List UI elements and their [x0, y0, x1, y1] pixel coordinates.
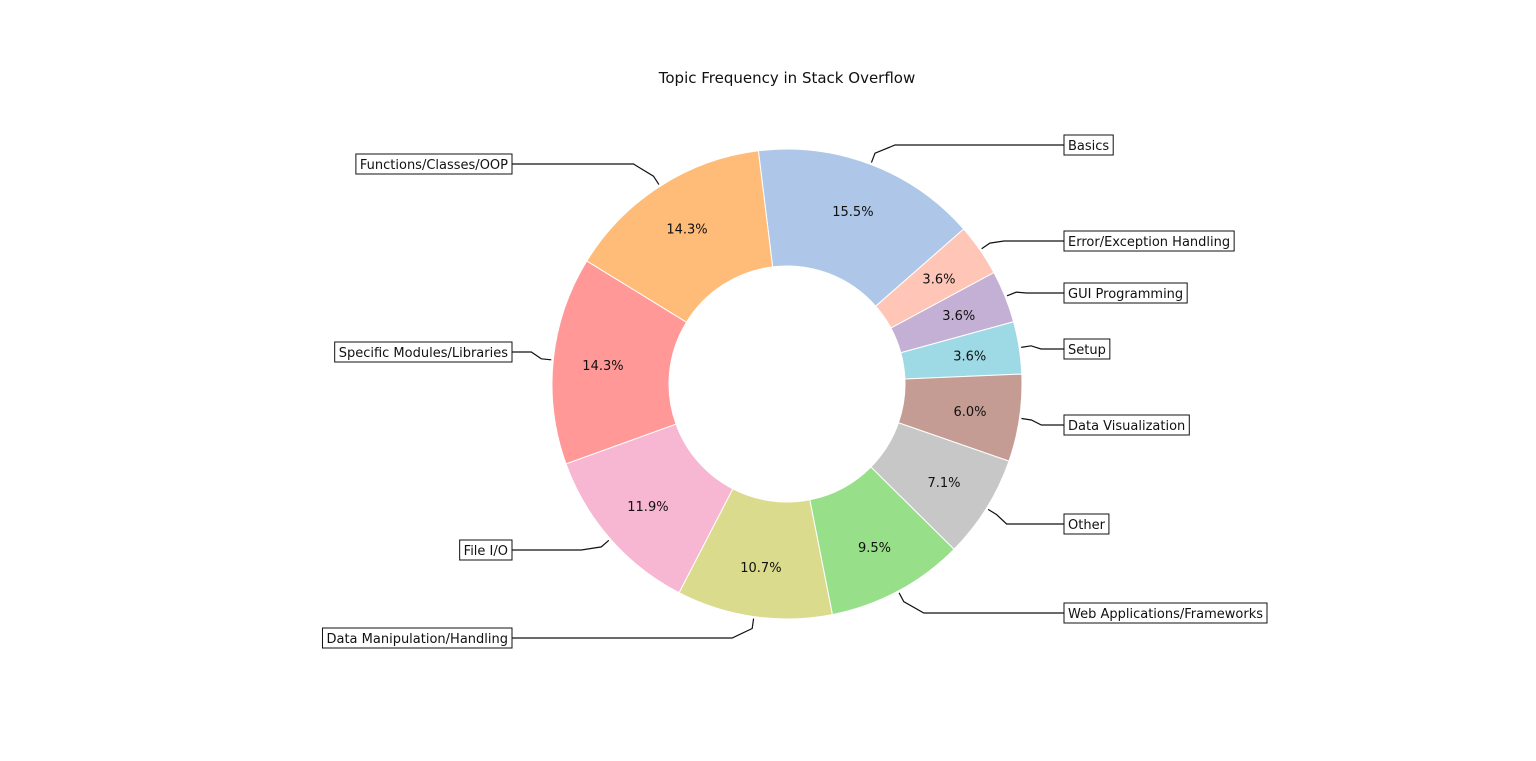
leader-line-specific-modules-libraries [512, 351, 552, 361]
slices-group [551, 148, 1023, 620]
slice-functions-classes-oop[interactable] [586, 150, 774, 323]
percent-label-basics: 15.5% [832, 205, 873, 220]
category-label-setup: Setup [1063, 338, 1111, 360]
percent-label-web-applications-frameworks: 9.5% [858, 541, 891, 556]
category-label-web-applications-frameworks: Web Applications/Frameworks [1063, 602, 1268, 624]
percent-label-other: 7.1% [927, 476, 960, 491]
percent-label-error-exception-handling: 3.6% [922, 272, 955, 287]
category-labels-group: Basics Error/Exception Handling GUI Progra… [321, 134, 1268, 649]
category-label-file-i-o: File I/O [459, 539, 513, 561]
category-label-error-exception-handling: Error/Exception Handling [1063, 230, 1235, 252]
category-label-functions-classes-oop: Functions/Classes/OOP [355, 153, 513, 175]
leader-line-other [987, 508, 1064, 525]
percent-label-file-i-o: 11.9% [627, 500, 668, 515]
leader-line-functions-classes-oop [512, 163, 660, 185]
leader-line-basics [870, 144, 1064, 163]
percent-label-data-visualization: 6.0% [954, 405, 987, 420]
percent-label-gui-programming: 3.6% [942, 309, 975, 324]
percent-label-functions-classes-oop: 14.3% [666, 222, 707, 237]
svg-text:Functions/Classes/OOP: Functions/Classes/OOP [360, 158, 508, 173]
leader-line-file-i-o [512, 539, 610, 551]
percent-labels-group: 15.5% 3.6% 3.6% 3.6% 6.0% 7.1% 9.5% 10.7% 11.9% 1… [582, 205, 986, 576]
slice-basics[interactable] [757, 148, 965, 307]
leader-line-error-exception-handling [981, 240, 1064, 250]
leader-line-setup [1021, 345, 1064, 350]
leader-line-data-manipulation-handling [512, 618, 755, 639]
svg-text:Data Manipulation/Handling: Data Manipulation/Handling [326, 632, 508, 647]
leader-line-web-applications-frameworks [898, 592, 1064, 614]
percent-label-specific-modules-libraries: 14.3% [582, 359, 623, 374]
percent-label-data-manipulation-handling: 10.7% [740, 561, 781, 576]
leaders-group [512, 144, 1064, 639]
leader-line-gui-programming [1006, 291, 1064, 297]
svg-text:GUI Programming: GUI Programming [1068, 287, 1183, 302]
svg-text:Data Visualization: Data Visualization [1068, 419, 1185, 434]
svg-text:Error/Exception Handling: Error/Exception Handling [1068, 235, 1230, 250]
svg-text:File I/O: File I/O [464, 544, 508, 559]
chart-title: Topic Frequency in Stack Overflow [658, 69, 915, 87]
svg-text:Web Applications/Frameworks: Web Applications/Frameworks [1068, 607, 1263, 622]
svg-text:Setup: Setup [1068, 343, 1106, 358]
percent-label-setup: 3.6% [953, 349, 986, 364]
leader-line-data-visualization [1021, 417, 1064, 426]
slice-specific-modules-libraries[interactable] [551, 260, 688, 465]
category-label-basics: Basics [1063, 134, 1114, 156]
svg-text:Basics: Basics [1068, 139, 1109, 154]
category-label-data-manipulation-handling: Data Manipulation/Handling [321, 627, 513, 649]
category-label-specific-modules-libraries: Specific Modules/Libraries [334, 341, 513, 363]
category-label-gui-programming: GUI Programming [1063, 282, 1188, 304]
category-label-other: Other [1063, 513, 1110, 535]
svg-text:Other: Other [1068, 518, 1106, 533]
category-label-data-visualization: Data Visualization [1063, 414, 1190, 436]
svg-text:Specific Modules/Libraries: Specific Modules/Libraries [339, 346, 509, 361]
